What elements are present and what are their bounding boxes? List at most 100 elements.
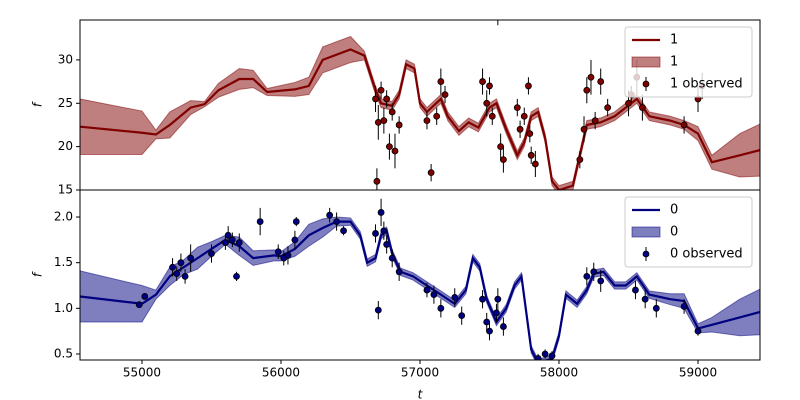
observed-point — [483, 99, 491, 107]
observed-point — [548, 352, 556, 360]
y-tick-label: 25 — [58, 96, 73, 110]
observed-point — [527, 151, 535, 159]
y-tick-label: 15 — [58, 183, 73, 197]
legend-box — [624, 26, 753, 98]
observed-point — [374, 306, 382, 314]
observed-point — [233, 272, 240, 280]
observed-point — [583, 86, 591, 94]
observed-point — [680, 121, 688, 129]
observed-point — [235, 239, 243, 246]
observed-point — [525, 82, 532, 90]
observed-point — [632, 286, 639, 294]
observed-point — [181, 272, 189, 280]
observed-point — [534, 355, 542, 360]
observed-point — [291, 236, 299, 244]
observed-point — [372, 95, 379, 103]
observed-point — [526, 130, 534, 138]
observed-point — [187, 254, 195, 262]
observed-point — [274, 248, 282, 256]
observed-point — [483, 318, 491, 326]
y-tick-label: 30 — [58, 52, 73, 66]
observed-point — [541, 350, 549, 358]
observed-point — [493, 309, 500, 317]
legend-label: 0 — [670, 203, 678, 218]
observed-point — [583, 272, 591, 280]
observed-point — [520, 112, 528, 120]
observed-point — [441, 91, 449, 98]
observed-point — [377, 86, 385, 94]
observed-point — [479, 78, 486, 85]
observed-point — [488, 112, 496, 120]
observed-point — [386, 143, 393, 151]
y-tick-label: 0.5 — [54, 346, 73, 360]
x-tick-label: 57000 — [401, 366, 439, 380]
observed-point — [391, 147, 399, 155]
observed-point — [486, 327, 493, 335]
y-axis-label: f — [31, 101, 45, 107]
observed-point — [639, 104, 646, 112]
y-tick-label: 1.0 — [54, 301, 73, 315]
plot-area — [80, 198, 760, 360]
observed-point — [221, 239, 229, 246]
observed-point — [587, 73, 595, 81]
observed-point — [427, 169, 435, 177]
observed-point — [430, 291, 438, 299]
observed-point — [228, 236, 236, 244]
observed-point — [451, 293, 459, 301]
legend-swatch — [642, 250, 650, 258]
x-tick-label: 59000 — [679, 366, 717, 380]
observed-point — [590, 268, 598, 276]
legend-swatch — [631, 56, 661, 68]
observed-point — [333, 218, 340, 225]
observed-point — [580, 125, 588, 133]
mean-line — [80, 48, 760, 190]
observed-point — [141, 293, 149, 300]
observed-point — [604, 104, 612, 112]
observed-point — [395, 121, 403, 129]
legend: 1 1 1 observed — [624, 26, 753, 98]
observed-point — [256, 218, 264, 225]
legend: 0 0 0 observed — [624, 196, 753, 268]
observed-point — [531, 160, 539, 168]
observed-point — [641, 295, 649, 303]
observed-point — [372, 230, 379, 237]
observed-point — [395, 268, 403, 276]
observed-point — [380, 227, 388, 235]
observed-point — [458, 312, 466, 320]
observed-point — [591, 117, 599, 125]
observed-point — [437, 304, 445, 312]
observed-point — [135, 301, 143, 309]
observed-point — [500, 156, 507, 164]
observed-point — [208, 250, 215, 257]
observed-point — [513, 104, 521, 112]
legend-swatch — [631, 226, 661, 238]
observed-point — [373, 177, 381, 185]
observed-point — [597, 277, 605, 285]
observed-point — [383, 95, 391, 103]
observed-point — [437, 78, 445, 85]
observed-point — [177, 259, 185, 267]
x-tick-label: 58000 — [540, 366, 578, 380]
observed-point — [340, 227, 347, 235]
observed-point — [433, 112, 441, 120]
y-tick-label: 1.5 — [54, 255, 73, 269]
observed-point — [326, 211, 334, 219]
observed-point — [652, 304, 660, 312]
observed-point — [377, 209, 385, 216]
y-tick-label: 2.0 — [54, 210, 73, 224]
observed-point — [694, 327, 702, 335]
observed-point — [423, 286, 431, 294]
observed-point — [494, 295, 502, 303]
observed-point — [380, 117, 388, 125]
y-axis-label: f — [31, 271, 45, 277]
legend-label: 1 — [670, 33, 678, 48]
x-tick-label: 56000 — [262, 366, 300, 380]
observed-point — [292, 218, 300, 225]
legend-box — [624, 196, 753, 268]
confidence-band — [80, 35, 760, 190]
observed-point — [597, 78, 605, 85]
observed-point — [680, 303, 688, 310]
y-tick-label: 20 — [58, 139, 73, 153]
observed-point — [516, 125, 524, 133]
legend-label: 1 observed — [670, 77, 743, 92]
